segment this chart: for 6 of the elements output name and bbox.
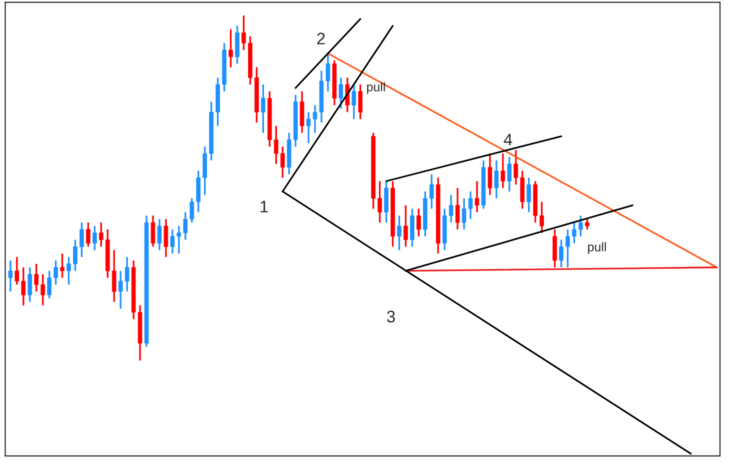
annotation: 1 — [260, 200, 268, 212]
annotation: pull — [588, 242, 606, 254]
annotation: 4 — [504, 134, 512, 146]
annotation: pull — [367, 82, 385, 94]
annotation: 2 — [317, 32, 325, 44]
annotation: 3 — [387, 310, 395, 322]
